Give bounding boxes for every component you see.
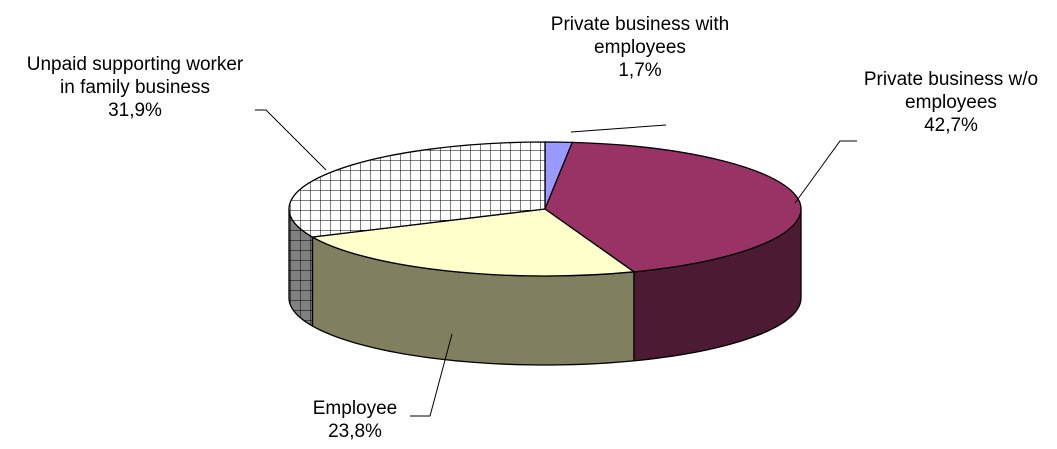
pie-slice-2 (310, 208, 636, 277)
leader-lines (255, 109, 857, 417)
slice-label-2: Employee 23,8% (313, 398, 398, 442)
pie-slice-3 (288, 141, 546, 238)
leader-line-3 (255, 109, 327, 171)
slice-label-1: Private business w/o employees 42,7% (864, 69, 1038, 136)
slice-labels: Private business with employees 1,7% Privat… (27, 14, 1038, 442)
pie-side-walls (288, 208, 802, 366)
leader-line-1 (794, 140, 857, 204)
pie-top-faces (288, 141, 802, 277)
leader-line-2 (410, 333, 453, 417)
slice-label-3: Unpaid supporting worker in family busine… (27, 54, 244, 121)
pie-slice-1 (544, 141, 802, 273)
leader-line-0 (570, 124, 667, 133)
slice-label-0: Private business with employees 1,7% (551, 14, 729, 81)
